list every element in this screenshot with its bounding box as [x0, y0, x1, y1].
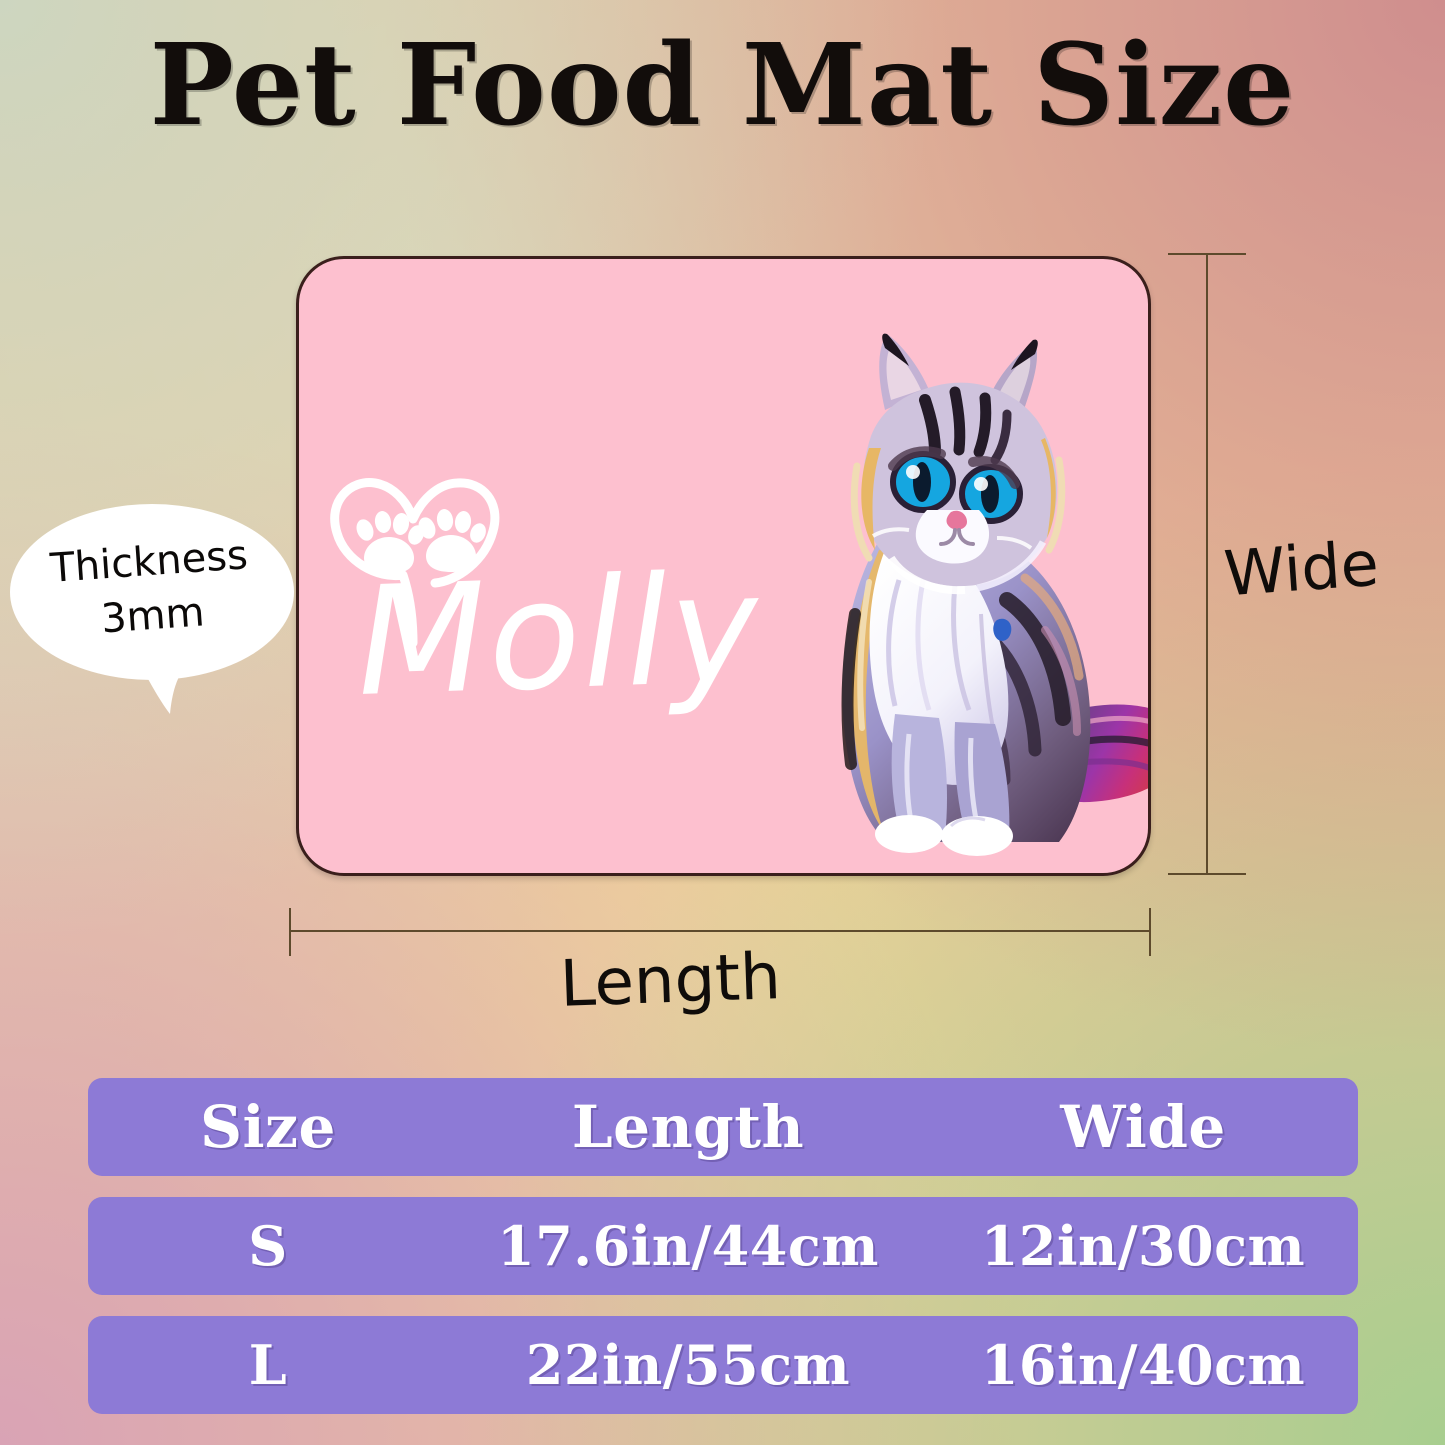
- length-dimension-label: Length: [558, 940, 782, 1022]
- length-dimension-cap-right: [1149, 908, 1151, 956]
- length-dimension-line: [289, 930, 1151, 932]
- cell-length: 17.6in/44cm: [497, 1214, 879, 1278]
- cat-head: [850, 333, 1066, 595]
- cell-size: L: [248, 1333, 288, 1397]
- mat-clip-area: Molly: [299, 259, 1148, 873]
- wide-dimension-label: Wide: [1221, 526, 1382, 611]
- cat-nose: [946, 510, 967, 530]
- cell-wide: 12in/30cm: [980, 1214, 1306, 1278]
- cell-length: 22in/55cm: [525, 1333, 851, 1397]
- cat-eye-left: [890, 451, 956, 513]
- header-wide: Wide: [1060, 1093, 1226, 1161]
- cat-paw: [875, 815, 943, 853]
- size-table: Size Length Wide S 17.6in/44cm 12in/30cm…: [88, 1078, 1358, 1435]
- page-title: Pet Food Mat Size: [149, 20, 1296, 151]
- paw-print-icon: [418, 509, 486, 572]
- length-dimension-cap-left: [289, 908, 291, 956]
- thickness-callout-text: Thickness 3mm: [5, 526, 298, 653]
- wide-dimension-line: [1206, 253, 1208, 875]
- header-length: Length: [571, 1093, 805, 1161]
- heart-outline-icon: [330, 478, 500, 648]
- header-size: Size: [200, 1093, 336, 1161]
- pet-food-mat: Molly: [296, 256, 1151, 876]
- cell-wide: 16in/40cm: [980, 1333, 1306, 1397]
- cat-eye-right: [959, 464, 1023, 524]
- thickness-callout: Thickness 3mm: [8, 500, 304, 718]
- speech-bubble-shape: [10, 504, 294, 714]
- wide-dimension-cap-bottom: [1168, 873, 1246, 875]
- table-header-row: Size Length Wide: [88, 1078, 1358, 1176]
- table-row: S 17.6in/44cm 12in/30cm: [88, 1197, 1358, 1295]
- cell-size: S: [248, 1214, 288, 1278]
- cat-paw: [941, 816, 1013, 856]
- wide-dimension-cap-top: [1168, 253, 1246, 255]
- cat-illustration: [841, 333, 1148, 856]
- table-row: L 22in/55cm 16in/40cm: [88, 1316, 1358, 1414]
